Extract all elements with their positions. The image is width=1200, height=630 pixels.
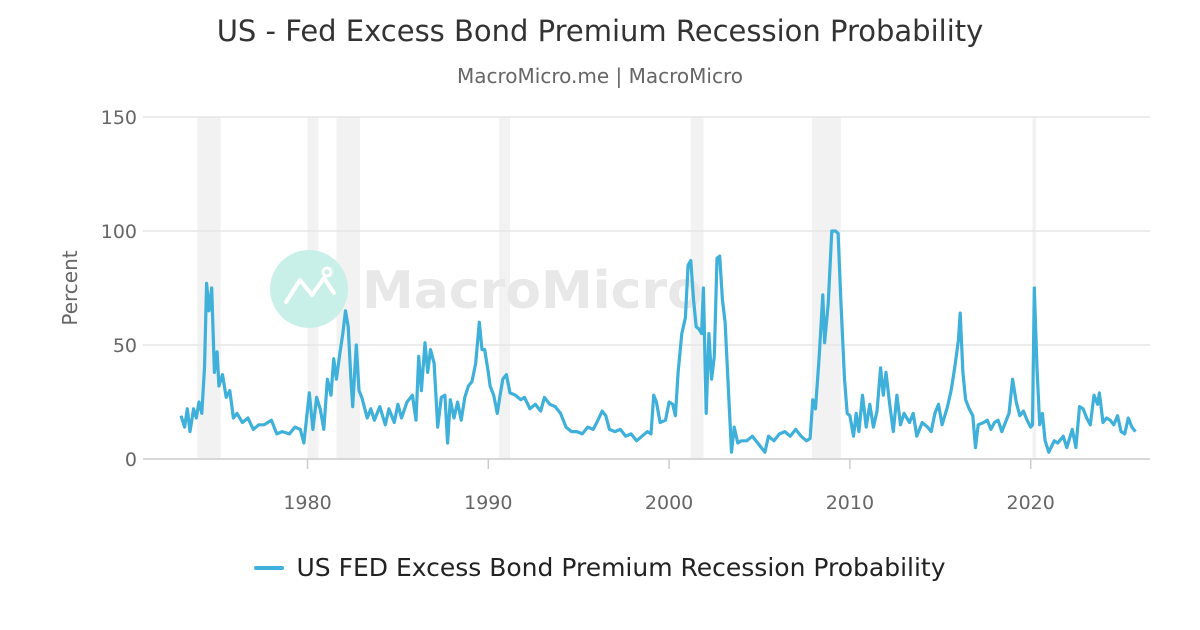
grid-lines: [143, 116, 1150, 460]
y-tick-label: 0: [125, 449, 137, 471]
legend-swatch: [254, 565, 285, 570]
x-tick-label: 1980: [283, 492, 331, 514]
y-tick-label: 150: [101, 107, 137, 129]
chart-title: US - Fed Excess Bond Premium Recession P…: [216, 14, 984, 48]
y-axis-label: Percent: [58, 250, 82, 325]
chart-subtitle: MacroMicro.me | MacroMicro: [457, 64, 743, 88]
legend[interactable]: US FED Excess Bond Premium Recession Pro…: [0, 553, 1200, 582]
series-line: [179, 229, 1137, 454]
y-tick-label: 50: [113, 335, 137, 357]
recession-band: [690, 117, 704, 459]
watermark-logo-mark: [284, 276, 336, 304]
x-tick-label: 2020: [1006, 492, 1054, 514]
legend-label: US FED Excess Bond Premium Recession Pro…: [296, 553, 946, 582]
x-tick-label: 1990: [464, 492, 512, 514]
watermark: MacroMicro: [270, 250, 703, 328]
recession-band: [499, 117, 511, 459]
x-tick-label: 2000: [645, 492, 693, 514]
watermark-text: MacroMicro: [362, 261, 703, 321]
y-tick-label: 100: [101, 221, 137, 243]
y-axis-ticks: 0 50 100 150: [101, 107, 137, 471]
x-axis-ticks: 1980 1990 2000 2010 2020: [283, 459, 1055, 514]
x-tick-label: 2010: [826, 492, 874, 514]
